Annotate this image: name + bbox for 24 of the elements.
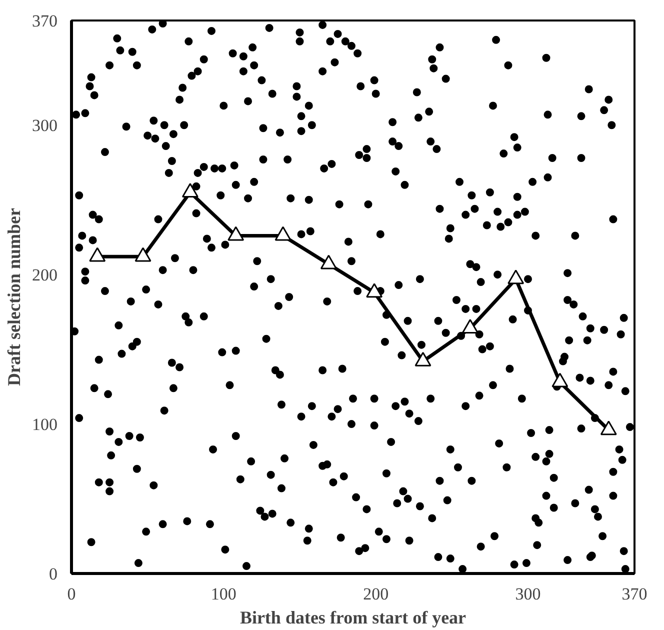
point xyxy=(134,247,152,262)
point xyxy=(508,270,524,284)
x-tick-label: 200 xyxy=(363,584,389,604)
point xyxy=(366,283,383,298)
y-tick-label: 100 xyxy=(32,415,58,434)
point xyxy=(182,182,198,198)
point xyxy=(414,352,432,366)
point xyxy=(462,318,478,334)
y-tick-label: 200 xyxy=(32,266,58,285)
point xyxy=(600,420,617,436)
x-tick-label: 100 xyxy=(210,584,236,604)
y-tick-label: 0 xyxy=(49,564,58,584)
x-tick-label: 300 xyxy=(515,584,541,604)
x-tick-label: 370 xyxy=(622,584,648,604)
point xyxy=(228,226,244,241)
x-axis-title: Birth dates from start of year xyxy=(240,608,466,628)
y-axis-title: Draft selection number xyxy=(4,208,24,386)
point xyxy=(320,254,337,270)
point xyxy=(274,226,292,241)
y-tick-label: 300 xyxy=(32,116,58,136)
point xyxy=(89,247,106,262)
y-tick-label: 370 xyxy=(32,12,58,30)
point xyxy=(552,372,568,388)
x-tick-label: 0 xyxy=(67,584,76,604)
